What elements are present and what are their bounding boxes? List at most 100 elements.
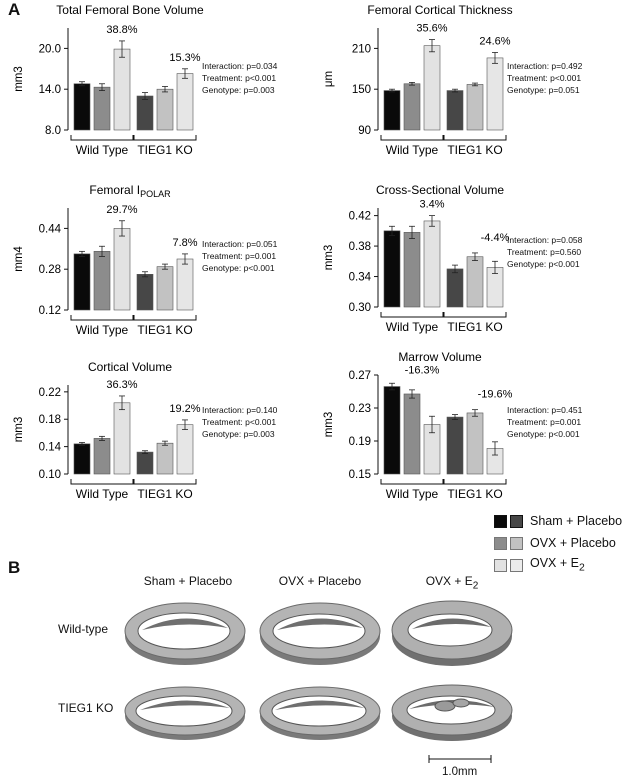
y-axis-label: mm3 [323, 412, 335, 438]
percent-annotation: 36.3% [106, 379, 137, 391]
row-label-tieg1-ko: TIEG1 KO [58, 701, 114, 715]
panel-b-label: B [8, 558, 21, 577]
bar [446, 268, 464, 308]
bar [156, 88, 174, 131]
bar [466, 256, 484, 308]
bar [466, 412, 484, 475]
bar [113, 402, 131, 475]
stat-line: Interaction: p=0.492 [507, 61, 583, 71]
group-label: TIEG1 KO [447, 487, 502, 501]
y-axis-label: mm3 [13, 417, 25, 443]
group-label: Wild Type [76, 143, 129, 157]
y-tick-label: 0.12 [39, 305, 61, 317]
group-bracket [443, 479, 507, 485]
bar [383, 386, 401, 475]
column-title-ovx-e2: OVX + E2 [372, 574, 532, 591]
y-tick-label: 210 [352, 43, 371, 55]
legend-label-text: OVX + E [530, 556, 579, 571]
chart-total-femoral-bone-volume: Total Femoral Bone Volume 8.0 14.0 20.0 mm3 3… [0, 0, 310, 185]
group-bracket [133, 315, 197, 321]
y-tick-label: 0.28 [39, 264, 61, 276]
bar [156, 266, 174, 311]
bar [73, 443, 91, 475]
bar [383, 230, 401, 308]
column-title-ovx-placebo: OVX + Placebo [278, 574, 362, 588]
stat-line: Genotype: p<0.001 [202, 263, 275, 273]
bar [446, 90, 464, 131]
stats-marrow-volume: Interaction: p=0.451 Treatment: p=0.001 … [507, 404, 623, 440]
bar [93, 438, 111, 475]
group-label: Wild Type [76, 323, 129, 337]
chart-title: Total Femoral Bone Volume [56, 3, 204, 17]
legend-swatch-wt [494, 514, 507, 528]
percent-annotation: 35.6% [416, 23, 447, 35]
bar [113, 48, 131, 131]
bone-section-ko-ovx-e2 [391, 684, 513, 741]
bar [423, 45, 441, 131]
group-label: TIEG1 KO [447, 143, 502, 157]
y-tick-label: 0.42 [349, 211, 371, 223]
group-bracket [443, 312, 507, 318]
percent-annotation: 24.6% [479, 35, 510, 47]
group-bracket [443, 135, 507, 141]
bar [403, 393, 421, 475]
bar [156, 442, 174, 475]
bar [446, 416, 464, 475]
group-bracket [380, 312, 444, 318]
chart-femoral-ipolar: Femoral IPOLAR 0.12 0.28 0.44 mm4 29.7% Wild T… [0, 180, 310, 365]
bar [486, 57, 504, 131]
chart-marrow-volume: Marrow Volume 0.15 0.19 0.23 0.27 mm3 -16.3% Wi… [310, 345, 620, 520]
y-tick-label: 0.14 [39, 442, 62, 454]
scale-label: 1.0mm [442, 766, 478, 778]
legend-item-sham-placebo: Sham + Placebo [494, 510, 622, 532]
group-bracket [133, 479, 197, 485]
legend-label: Sham + Placebo [530, 514, 623, 528]
legend-swatch-ko [510, 558, 523, 572]
stats-total-femoral: Interaction: p=0.034 Treatment: p<0.001 … [202, 60, 322, 96]
bone-section-ko-ovx [259, 686, 381, 740]
percent-annotation: 7.8% [172, 237, 197, 249]
stat-line: Genotype: p<0.001 [507, 259, 580, 269]
bar [423, 220, 441, 308]
stat-line: Interaction: p=0.451 [507, 405, 583, 415]
y-tick-label: 14.0 [39, 84, 61, 96]
stat-line: Treatment: p=0.001 [202, 251, 277, 261]
stat-line: Treatment: p<0.001 [507, 73, 582, 83]
stat-line: Interaction: p=0.140 [202, 405, 278, 415]
bone-section-wt-ovx [259, 602, 381, 665]
stat-line: Genotype: p=0.051 [507, 85, 580, 95]
stat-line: Interaction: p=0.051 [202, 239, 278, 249]
legend-swatch-ko [510, 514, 523, 528]
column-title-text: OVX + E [425, 574, 473, 588]
bar [176, 258, 194, 311]
bone-section-wt-ovx-e2 [391, 600, 513, 666]
bone-section-wt-sham [124, 602, 246, 665]
y-axis-label: mm3 [13, 66, 25, 92]
chart-cortical-volume: Cortical Volume 0.10 0.14 0.18 0.22 mm3 36.3% W… [0, 345, 310, 520]
legend-item-ovx-e2: OVX + E2 [494, 554, 622, 576]
bar [403, 83, 421, 131]
group-bracket [380, 135, 444, 141]
bar [136, 95, 154, 131]
scale-bar [428, 755, 492, 763]
group-bracket [380, 479, 444, 485]
bone-section-ko-sham [124, 686, 246, 740]
group-bracket [133, 135, 197, 141]
y-tick-label: 0.27 [349, 370, 371, 382]
column-title-sub: 2 [472, 580, 479, 592]
y-tick-label: 0.10 [39, 469, 61, 481]
group-label: TIEG1 KO [137, 143, 192, 157]
bar [466, 84, 484, 131]
panel-a-label: A [8, 0, 21, 19]
percent-annotation: 15.3% [169, 52, 200, 64]
legend-label-sub: 2 [578, 562, 585, 574]
percent-annotation: -16.3% [405, 364, 440, 376]
y-tick-label: 90 [358, 125, 371, 137]
group-label: Wild Type [386, 487, 439, 501]
bar [403, 232, 421, 308]
legend-item-ovx-placebo: OVX + Placebo [494, 532, 622, 554]
bar [176, 424, 194, 475]
stat-line: Genotype: p<0.001 [507, 429, 580, 439]
legend-swatch-ko [510, 536, 523, 550]
legend-label: OVX + E2 [530, 556, 585, 574]
